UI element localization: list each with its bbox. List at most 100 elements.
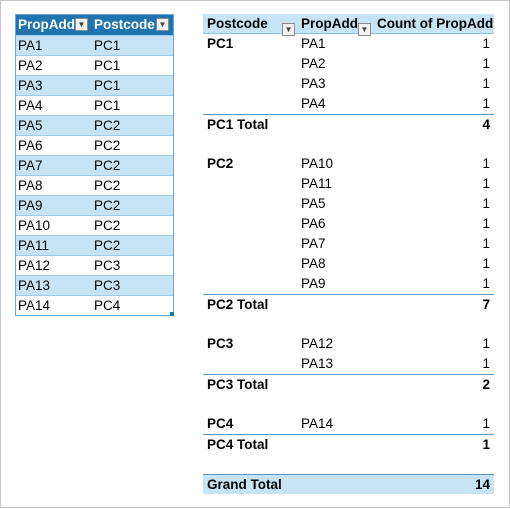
table-resize-handle[interactable] [170,312,174,316]
pivot-subtotal-label[interactable]: PC4 Total [207,437,269,452]
table-row: PA11 PC2 [16,235,173,255]
cell-postcode[interactable]: PC2 [94,218,121,233]
pivot-blank-row [203,394,494,414]
pivot-item-value[interactable]: 1 [482,236,490,251]
cell-propadd[interactable]: PA10 [18,218,51,233]
pivot-grand-total-label[interactable]: Grand Total [207,477,282,492]
cell-propadd[interactable]: PA14 [18,298,51,313]
pivot-subtotal-value[interactable]: 1 [482,437,490,452]
cell-postcode[interactable]: PC2 [94,158,121,173]
pivot-item-label[interactable]: PA3 [301,76,326,91]
pivot-item-value[interactable]: 1 [482,176,490,191]
cell-postcode[interactable]: PC1 [94,78,121,93]
pivot-subtotal-value[interactable]: 4 [482,117,490,132]
header-propadd[interactable]: PropAdd ▼ [16,15,92,35]
cell-propadd[interactable]: PA4 [18,98,43,113]
cell-propadd[interactable]: PA1 [18,38,43,53]
cell-postcode[interactable]: PC3 [94,278,121,293]
pivot-group-label[interactable]: PC3 [207,336,234,351]
pivot-item-row: PA11 1 [203,174,494,194]
pivot-item-value[interactable]: 1 [482,36,490,51]
pivot-item-value[interactable]: 1 [482,336,490,351]
cell-propadd[interactable]: PA8 [18,178,43,193]
pivot-header-count[interactable]: Count of PropAdd [377,16,494,31]
pivot-subtotal-row: PC3 Total 2 [203,374,494,394]
pivot-item-label[interactable]: PA11 [301,176,333,191]
pivot-item-label[interactable]: PA12 [301,336,334,351]
table-header-row: PropAdd ▼ Postcode ▼ [16,15,173,35]
cell-postcode[interactable]: PC2 [94,118,121,133]
cell-postcode[interactable]: PC2 [94,138,121,153]
cell-propadd[interactable]: PA11 [18,238,50,253]
pivot-subtotal-label[interactable]: PC1 Total [207,117,269,132]
pivot-item-value[interactable]: 1 [482,96,490,111]
cell-propadd[interactable]: PA5 [18,118,43,133]
pivot-group-label[interactable]: PC2 [207,156,234,171]
pivot-item-value[interactable]: 1 [482,56,490,71]
cell-postcode[interactable]: PC1 [94,58,121,73]
table-row: PA9 PC2 [16,195,173,215]
table-row: PA1 PC1 [16,35,173,55]
pivot-item-label[interactable]: PA5 [301,196,326,211]
dropdown-arrow-icon[interactable]: ▼ [282,23,295,36]
pivot-item-row: PC2 PA10 1 [203,154,494,174]
pivot-item-label[interactable]: PA14 [301,416,334,431]
table-row: PA5 PC2 [16,115,173,135]
pivot-grand-total-value[interactable]: 14 [474,477,490,492]
pivot-item-label[interactable]: PA10 [301,156,334,171]
pivot-item-row: PA8 1 [203,254,494,274]
table-row: PA12 PC3 [16,255,173,275]
cell-propadd[interactable]: PA9 [18,198,43,213]
cell-postcode[interactable]: PC2 [94,238,121,253]
pivot-item-value[interactable]: 1 [482,276,490,291]
pivot-item-label[interactable]: PA2 [301,56,326,71]
source-table[interactable]: PropAdd ▼ Postcode ▼ PA1 PC1 PA2 PC1 PA3 PC1 P… [15,14,174,316]
pivot-item-label[interactable]: PA6 [301,216,326,231]
cell-propadd[interactable]: PA7 [18,158,43,173]
pivot-subtotal-value[interactable]: 7 [482,297,490,312]
pivot-subtotal-label[interactable]: PC3 Total [207,377,269,392]
cell-propadd[interactable]: PA2 [18,58,43,73]
pivot-blank-row [203,454,494,474]
pivot-table[interactable]: Postcode ▼ PropAdd ▼ Count of PropAdd PC… [203,14,494,494]
pivot-item-value[interactable]: 1 [482,76,490,91]
pivot-subtotal-label[interactable]: PC2 Total [207,297,269,312]
header-postcode[interactable]: Postcode ▼ [92,15,173,35]
pivot-item-row: PA5 1 [203,194,494,214]
cell-postcode[interactable]: PC2 [94,178,121,193]
cell-propadd[interactable]: PA6 [18,138,43,153]
cell-postcode[interactable]: PC3 [94,258,121,273]
cell-propadd[interactable]: PA12 [18,258,51,273]
pivot-item-label[interactable]: PA9 [301,276,326,291]
cell-propadd[interactable]: PA13 [18,278,51,293]
pivot-blank-row [203,134,494,154]
cell-propadd[interactable]: PA3 [18,78,43,93]
pivot-item-label[interactable]: PA8 [301,256,326,271]
pivot-item-label[interactable]: PA7 [301,236,326,251]
dropdown-arrow-icon[interactable]: ▼ [75,18,88,31]
pivot-header-propadd[interactable]: PropAdd [301,16,358,31]
cell-postcode[interactable]: PC2 [94,198,121,213]
dropdown-arrow-icon[interactable]: ▼ [156,18,169,31]
pivot-item-value[interactable]: 1 [482,216,490,231]
pivot-item-value[interactable]: 1 [482,256,490,271]
pivot-item-value[interactable]: 1 [482,356,490,371]
pivot-item-label[interactable]: PA4 [301,96,326,111]
cell-postcode[interactable]: PC1 [94,38,121,53]
pivot-header-row: Postcode ▼ PropAdd ▼ Count of PropAdd [203,14,494,36]
pivot-subtotal-value[interactable]: 2 [482,377,490,392]
pivot-item-label[interactable]: PA13 [301,356,334,371]
cell-postcode[interactable]: PC1 [94,98,121,113]
pivot-item-value[interactable]: 1 [482,416,490,431]
pivot-item-row: PA4 1 [203,94,494,114]
pivot-item-label[interactable]: PA1 [301,36,326,51]
pivot-item-value[interactable]: 1 [482,156,490,171]
cell-postcode[interactable]: PC4 [94,298,121,313]
pivot-group-label[interactable]: PC1 [207,36,234,51]
pivot-body: PC1 PA1 1 PA2 1 PA3 1 PA4 1 PC1 Total 4 PC2 PA10 1 PA1… [203,34,494,494]
pivot-group-label[interactable]: PC4 [207,416,234,431]
pivot-item-value[interactable]: 1 [482,196,490,211]
pivot-header-postcode[interactable]: Postcode [207,16,268,31]
pivot-blank-row [203,314,494,334]
dropdown-arrow-icon[interactable]: ▼ [358,23,371,36]
